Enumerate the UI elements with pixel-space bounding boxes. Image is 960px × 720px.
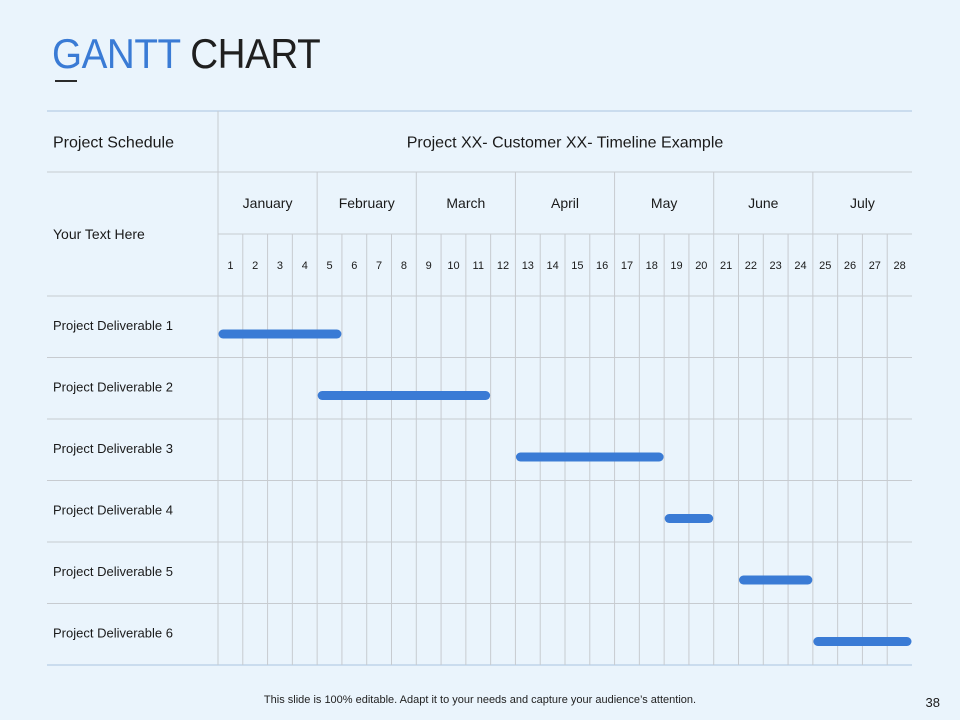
week-label: 5 [326,260,332,272]
week-label: 12 [497,260,509,272]
week-label: 3 [277,260,283,272]
week-label: 18 [646,260,658,272]
header-right: Project XX- Customer XX- Timeline Exampl… [407,135,724,152]
month-label: July [850,195,875,211]
month-label: April [551,195,579,211]
task-label: Project Deliverable 4 [53,503,173,518]
task-label: Project Deliverable 3 [53,441,173,456]
week-label: 1 [227,260,233,272]
page-number: 38 [925,695,940,710]
task-label: Project Deliverable 2 [53,380,173,395]
week-label: 25 [819,260,831,272]
week-label: 6 [351,260,357,272]
page-title: GANTT CHART [52,30,321,78]
week-label: 8 [401,260,407,272]
week-label: 23 [770,260,782,272]
week-label: 26 [844,260,856,272]
week-label: 22 [745,260,757,272]
month-label: March [446,195,485,211]
week-label: 9 [426,260,432,272]
week-label: 27 [869,260,881,272]
week-label: 2 [252,260,258,272]
header-left: Project Schedule [53,135,174,152]
week-label: 16 [596,260,608,272]
task-label: Project Deliverable 5 [53,564,173,579]
footer-note: This slide is 100% editable. Adapt it to… [263,694,697,706]
week-label: 17 [621,260,633,272]
week-label: 14 [546,260,558,272]
week-label: 4 [302,260,308,272]
week-label: 7 [376,260,382,272]
week-label: 15 [571,260,583,272]
week-label: 13 [522,260,534,272]
task-label: Project Deliverable 6 [53,626,173,641]
week-label: 20 [695,260,707,272]
month-label: February [339,195,395,211]
week-label: 10 [447,260,459,272]
month-label: May [651,195,677,211]
title-accent: GANTT [52,30,180,77]
subheader-left: Your Text Here [53,226,145,242]
title-rest: CHART [179,30,321,77]
week-label: 21 [720,260,732,272]
week-label: 19 [670,260,682,272]
month-label: January [243,195,293,211]
week-label: 28 [893,260,905,272]
task-label: Project Deliverable 1 [53,318,173,333]
week-label: 11 [473,260,484,272]
title-underline [55,80,77,82]
month-label: June [748,195,779,211]
week-label: 24 [794,260,806,272]
